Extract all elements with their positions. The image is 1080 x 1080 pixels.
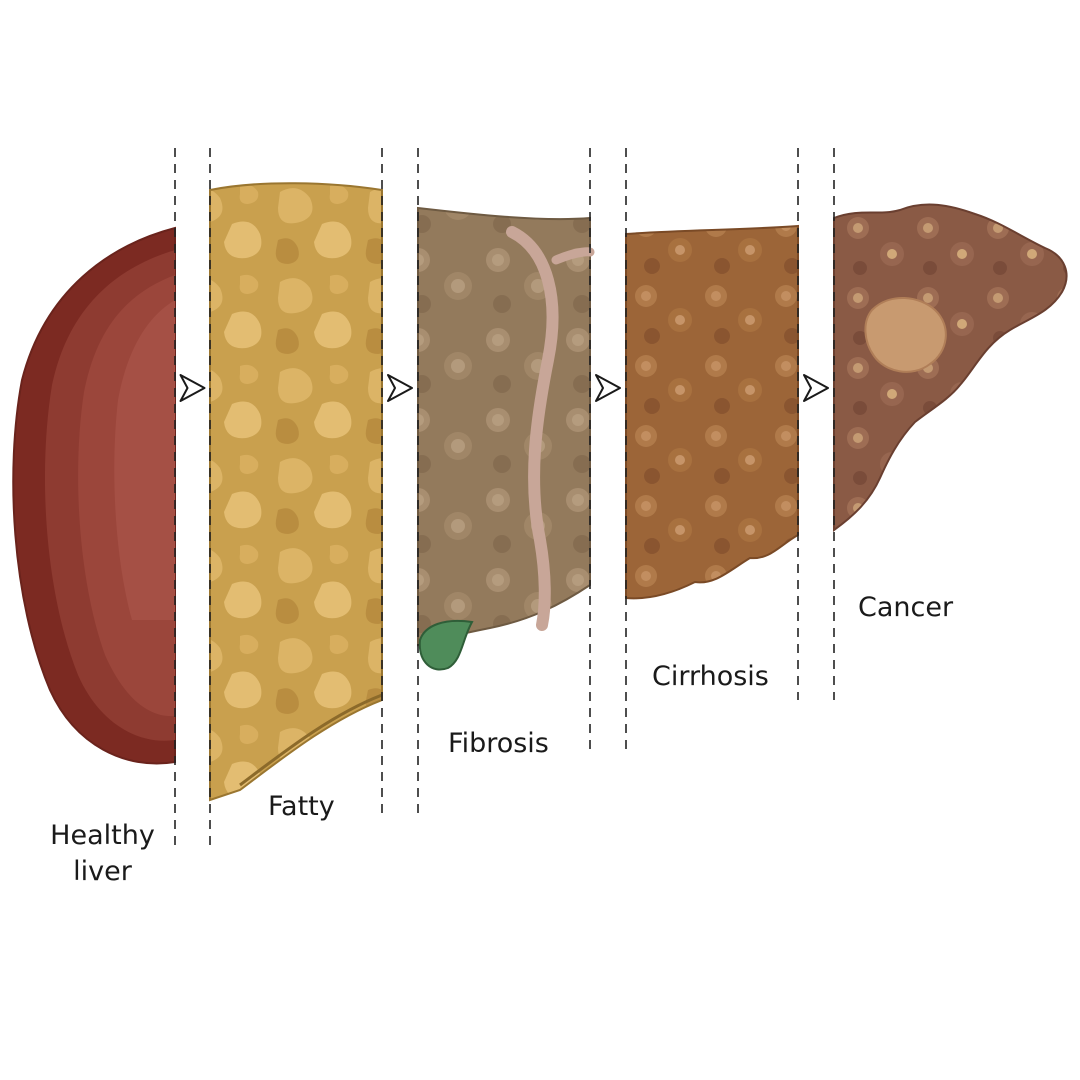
label-cancer: Cancer (858, 592, 954, 623)
stage-arrows (179, 374, 829, 402)
cirrhosis-liver-shape (625, 224, 799, 600)
gallbladder (418, 619, 474, 671)
tumor-nodule (864, 296, 947, 373)
label-healthy-line2: liver (73, 856, 132, 887)
fatty-liver-segment (209, 182, 383, 802)
cancer-liver-segment (833, 203, 1068, 532)
label-fatty: Fatty (268, 791, 335, 822)
cancer-liver-shape (833, 203, 1068, 532)
label-healthy-line1: Healthy (50, 820, 155, 851)
arrow-right-icon (803, 374, 829, 402)
arrow-right-icon (179, 374, 206, 402)
healthy-liver-segment (12, 226, 176, 765)
arrow-right-icon (387, 374, 413, 402)
fibrosis-liver-shape (417, 206, 591, 647)
stage-separators (174, 148, 835, 848)
falciform-ligament (506, 226, 559, 631)
cirrhosis-liver-segment (625, 224, 799, 600)
fibrosis-liver-segment (417, 206, 595, 671)
label-healthy-liver: Healthy liver (40, 818, 165, 890)
label-fibrosis: Fibrosis (448, 728, 549, 759)
arrow-right-icon (595, 374, 621, 402)
label-cirrhosis: Cirrhosis (652, 661, 769, 692)
